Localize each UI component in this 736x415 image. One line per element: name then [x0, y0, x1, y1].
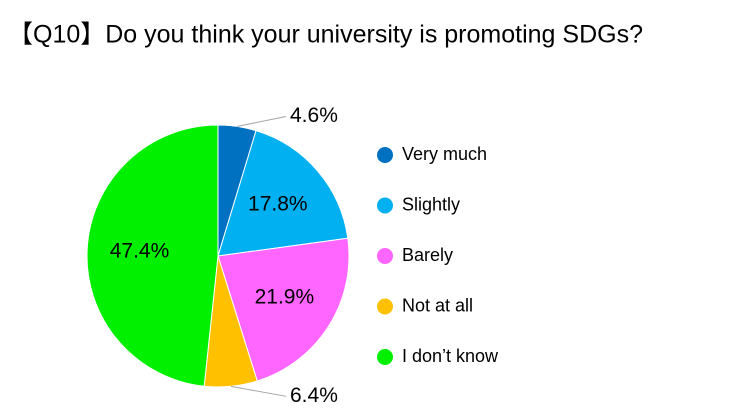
- legend-label: Slightly: [402, 194, 460, 214]
- leader-line: [230, 385, 287, 397]
- chart-title: 【Q10】Do you think your university is pro…: [8, 21, 643, 49]
- leader-line: [237, 116, 287, 127]
- data-label: 47.4%: [110, 239, 170, 262]
- legend-marker: [377, 298, 393, 315]
- data-label: 4.6%: [290, 104, 338, 127]
- legend-label: Very much: [402, 144, 487, 164]
- pie-slice: [217, 237, 350, 382]
- data-label: 6.4%: [290, 384, 338, 407]
- legend: Very much Slightly Barely Not at all I don’t…: [377, 144, 499, 366]
- pie: 4.6% 17.8% 21.9% 6.4% 47.4%: [86, 104, 350, 407]
- legend-marker: [377, 197, 393, 214]
- legend-marker: [377, 147, 393, 163]
- legend-label: I don’t know: [402, 346, 499, 366]
- legend-marker: [377, 349, 393, 365]
- legend-marker: [377, 248, 393, 264]
- pie-slice: [86, 124, 219, 387]
- legend-label: Barely: [402, 245, 453, 265]
- data-label: 17.8%: [248, 193, 308, 216]
- legend-label: Not at all: [402, 295, 473, 315]
- data-label: 21.9%: [255, 286, 315, 309]
- pie-slice: [217, 130, 349, 257]
